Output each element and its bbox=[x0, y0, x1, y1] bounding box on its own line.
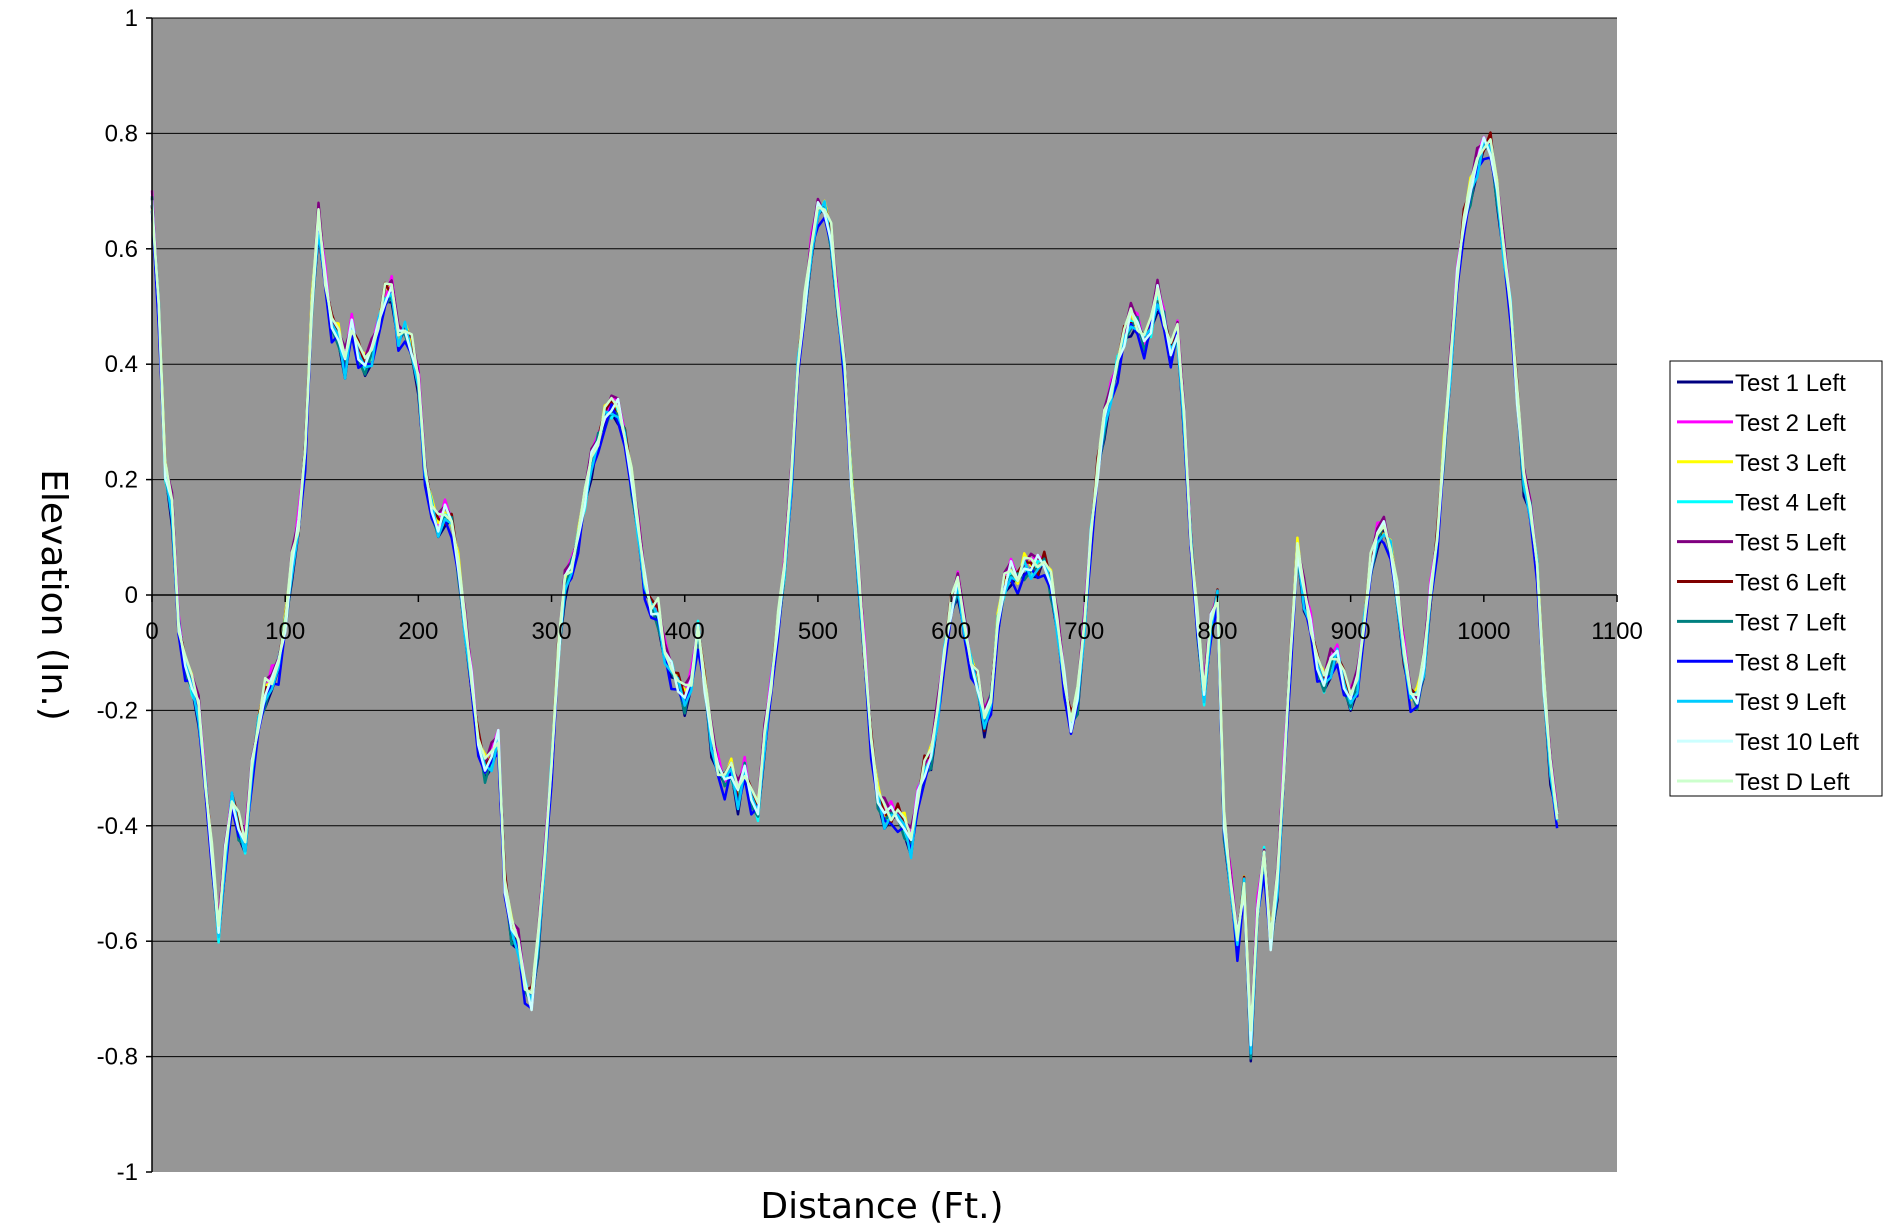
y-tick-label: 0.6 bbox=[105, 236, 138, 263]
legend: Test 1 Left Test 2 Left Test 3 Left Test 4 … bbox=[1669, 360, 1883, 797]
x-tick-label: 0 bbox=[145, 618, 158, 645]
y-tick-label: -0.8 bbox=[97, 1044, 138, 1071]
legend-label: Test 8 Left bbox=[1735, 649, 1846, 676]
x-tick-label: 100 bbox=[265, 618, 305, 645]
legend-label: Test 3 Left bbox=[1735, 450, 1846, 477]
x-tick-label: 500 bbox=[798, 618, 838, 645]
legend-label: Test 5 Left bbox=[1735, 530, 1846, 557]
legend-label: Test 1 Left bbox=[1735, 370, 1846, 397]
x-tick-label: 1000 bbox=[1457, 618, 1510, 645]
y-tick-label: 0.2 bbox=[105, 467, 138, 494]
x-tick-label: 900 bbox=[1331, 618, 1371, 645]
x-tick-label: 200 bbox=[398, 618, 438, 645]
y-tick-label: 0.8 bbox=[105, 120, 138, 147]
series-lines bbox=[150, 131, 1559, 1063]
legend-label: Test 6 Left bbox=[1735, 570, 1846, 597]
x-tick-label: 400 bbox=[665, 618, 705, 645]
x-tick-label: 600 bbox=[931, 618, 971, 645]
y-axis-ticks: -1 -0.8 -0.6 -0.4 -0.2 0 0.2 0.4 0.6 0.8 1 bbox=[97, 5, 152, 1186]
legend-label: Test D Left bbox=[1735, 769, 1850, 796]
x-tick-label: 800 bbox=[1197, 618, 1237, 645]
y-tick-label: -1 bbox=[117, 1159, 138, 1186]
legend-box bbox=[1669, 360, 1883, 797]
series-line bbox=[150, 138, 1559, 1032]
legend-label: Test 10 Left bbox=[1735, 729, 1859, 756]
y-tick-label: 0 bbox=[125, 582, 138, 609]
x-tick-label: 1100 bbox=[1591, 618, 1643, 645]
y-tick-label: -0.4 bbox=[97, 813, 138, 840]
y-tick-label: 0.4 bbox=[105, 351, 138, 378]
y-tick-label: -0.2 bbox=[97, 697, 138, 724]
legend-label: Test 4 Left bbox=[1735, 490, 1846, 517]
y-tick-label: 1 bbox=[125, 5, 138, 32]
legend-label: Test 9 Left bbox=[1735, 689, 1846, 716]
y-tick-label: -0.6 bbox=[97, 928, 138, 955]
y-axis-title: Elevation (In.) bbox=[33, 469, 74, 721]
legend-label: Test 7 Left bbox=[1735, 609, 1846, 636]
legend-label: Test 2 Left bbox=[1735, 410, 1846, 437]
x-axis-title: Distance (Ft.) bbox=[760, 1186, 1003, 1227]
x-axis-ticks: 0 100 200 300 400 500 600 700 800 900 1000 1100 bbox=[145, 595, 1643, 645]
x-tick-label: 700 bbox=[1064, 618, 1104, 645]
x-tick-label: 300 bbox=[532, 618, 572, 645]
